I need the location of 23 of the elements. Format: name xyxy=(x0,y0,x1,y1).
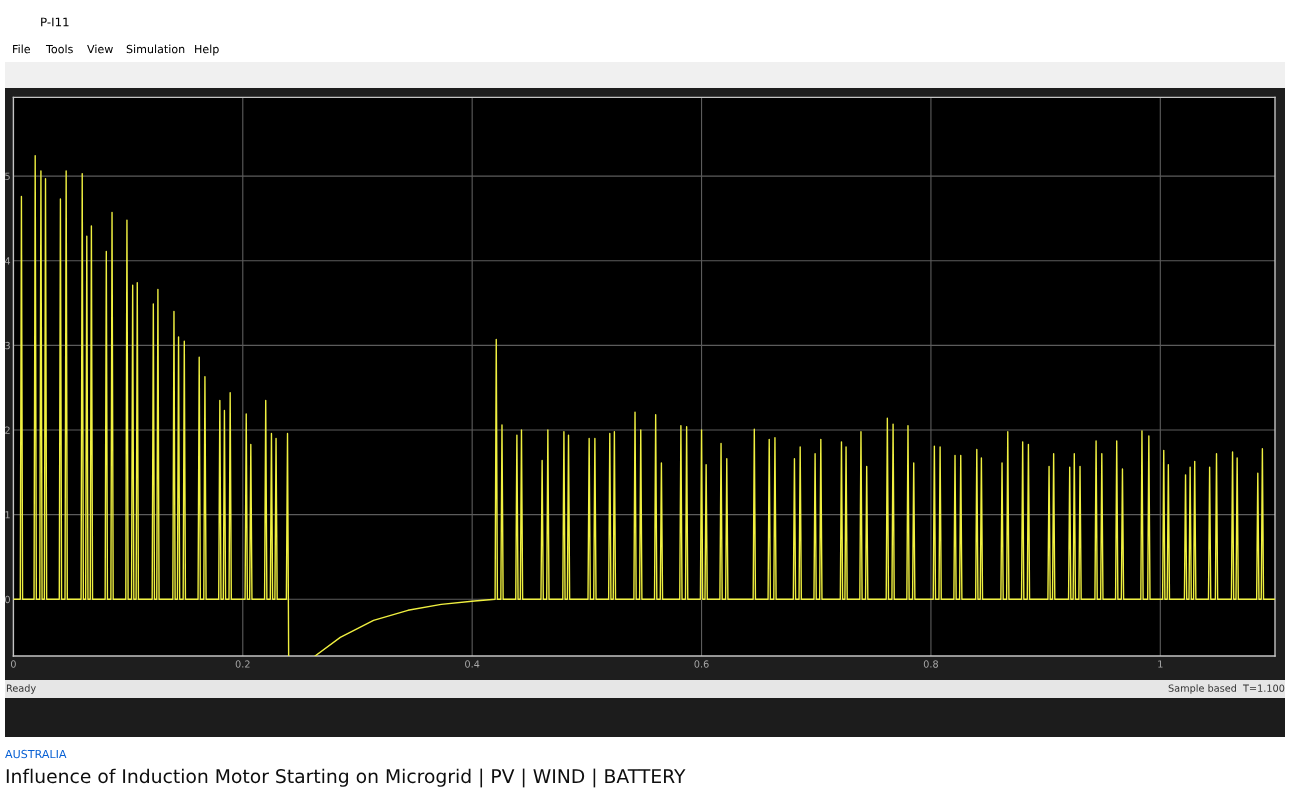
text: Help xyxy=(195,44,219,56)
y-tick-label: 2 xyxy=(5,426,10,434)
text: Simulation xyxy=(126,44,185,54)
x-tick-label: 0.2 xyxy=(235,660,250,668)
text: P-I11 xyxy=(41,17,69,27)
y-tick-label: 0 xyxy=(5,595,10,604)
x-tick-label: 0 xyxy=(10,660,16,668)
y-tick-label: 5 xyxy=(5,172,10,180)
text: File xyxy=(13,44,30,54)
text: T=1.100 xyxy=(1242,684,1285,692)
text: View xyxy=(87,44,113,54)
x-tick-label: 0.4 xyxy=(465,660,480,668)
y-tick-label: 3 xyxy=(5,341,10,350)
text: Ready xyxy=(6,684,36,694)
text: Sample based xyxy=(1168,684,1237,694)
text: AUSTRALIA xyxy=(5,749,67,759)
y-tick-label: 4 xyxy=(4,257,11,265)
x-tick-label: 0.6 xyxy=(694,660,709,668)
x-tick-label: 0.8 xyxy=(923,660,938,668)
x-tick-label: 1 xyxy=(1158,660,1163,668)
y-tick-label: 1 xyxy=(5,511,10,519)
text: Tools xyxy=(45,44,73,54)
text: Influence of Induction Motor Starting on Microgrid | PV | WIND | BATTERY xyxy=(6,768,686,788)
